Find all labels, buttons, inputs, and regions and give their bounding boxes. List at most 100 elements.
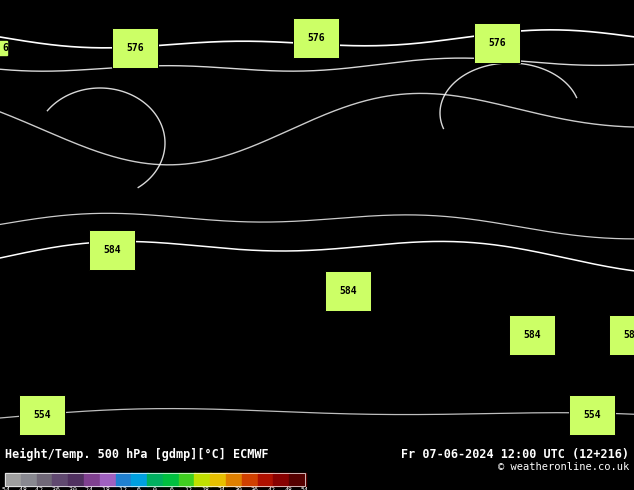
- Text: 9: 9: [535, 127, 538, 132]
- Text: 8: 8: [184, 52, 188, 57]
- Text: 9: 9: [379, 360, 382, 365]
- Text: 9: 9: [93, 75, 96, 80]
- Text: 9: 9: [418, 300, 422, 305]
- Text: 9: 9: [74, 218, 77, 222]
- Text: 9: 9: [561, 277, 564, 283]
- Text: 0: 0: [489, 413, 493, 417]
- Text: 1: 1: [249, 225, 252, 230]
- Text: 8: 8: [307, 375, 311, 380]
- Text: 0: 0: [100, 82, 103, 88]
- Text: +: +: [483, 82, 486, 88]
- Text: 9: 9: [158, 240, 162, 245]
- Text: 1: 1: [210, 263, 214, 268]
- Text: 9: 9: [184, 435, 188, 440]
- Text: +: +: [80, 188, 84, 193]
- Text: 0: 0: [515, 285, 519, 290]
- Text: 1: 1: [321, 383, 324, 388]
- Text: 8: 8: [178, 150, 181, 155]
- Text: 1: 1: [613, 352, 616, 358]
- Text: +: +: [327, 232, 330, 238]
- Text: 9: 9: [431, 7, 434, 13]
- Text: 0: 0: [503, 263, 506, 268]
- Text: 0: 0: [541, 135, 545, 140]
- Text: 9: 9: [275, 180, 278, 185]
- Text: 8: 8: [418, 68, 422, 73]
- Text: 0: 0: [529, 255, 532, 260]
- Text: 8: 8: [86, 0, 90, 5]
- Text: 9: 9: [171, 30, 174, 35]
- Text: 0: 0: [574, 188, 578, 193]
- Text: +: +: [106, 405, 110, 410]
- Text: +: +: [223, 375, 226, 380]
- Text: 9: 9: [613, 368, 616, 372]
- Text: 0: 0: [119, 390, 122, 395]
- Text: 9: 9: [112, 300, 116, 305]
- Text: 1: 1: [457, 240, 460, 245]
- Text: 9: 9: [197, 113, 200, 118]
- Text: +: +: [269, 120, 272, 125]
- Text: 0: 0: [515, 23, 519, 27]
- Text: 0: 0: [333, 45, 337, 50]
- Text: 0: 0: [281, 38, 285, 43]
- Text: 8: 8: [281, 300, 285, 305]
- Text: 0: 0: [301, 270, 304, 275]
- Text: 0: 0: [541, 82, 545, 88]
- Text: 9: 9: [106, 383, 110, 388]
- Text: 0: 0: [126, 293, 129, 297]
- Text: 9: 9: [385, 113, 389, 118]
- Text: 0: 0: [80, 15, 84, 20]
- Text: 8: 8: [483, 165, 486, 170]
- Text: 8: 8: [74, 82, 77, 88]
- Text: 0: 0: [54, 232, 58, 238]
- Text: 0: 0: [269, 255, 272, 260]
- Text: 1: 1: [340, 255, 344, 260]
- Text: 9: 9: [333, 405, 337, 410]
- Text: 8: 8: [190, 315, 194, 320]
- Text: 8: 8: [86, 60, 90, 65]
- Text: 0: 0: [8, 38, 12, 43]
- Text: 9: 9: [333, 225, 337, 230]
- Text: 8: 8: [112, 38, 116, 43]
- Text: 0: 0: [80, 300, 84, 305]
- Text: 1: 1: [145, 338, 148, 343]
- Text: 9: 9: [28, 345, 32, 350]
- Text: 9: 9: [418, 75, 422, 80]
- Text: 1: 1: [34, 30, 38, 35]
- Text: 9: 9: [106, 75, 110, 80]
- Text: +: +: [379, 157, 382, 163]
- Text: +: +: [93, 98, 96, 102]
- Text: 8: 8: [333, 105, 337, 110]
- Text: +: +: [425, 345, 428, 350]
- Text: 9: 9: [535, 397, 538, 402]
- Text: +: +: [522, 352, 526, 358]
- Text: 1: 1: [418, 165, 422, 170]
- Text: 8: 8: [619, 375, 623, 380]
- Text: +: +: [613, 7, 616, 13]
- Text: 1: 1: [340, 435, 344, 440]
- Text: 8: 8: [347, 338, 350, 343]
- Text: 8: 8: [93, 247, 96, 252]
- Text: 8: 8: [242, 210, 246, 215]
- Text: 9: 9: [223, 135, 226, 140]
- Text: 9: 9: [126, 68, 129, 73]
- Text: 9: 9: [425, 60, 428, 65]
- Text: +: +: [561, 180, 564, 185]
- Text: 8: 8: [184, 165, 188, 170]
- Text: 8: 8: [80, 113, 84, 118]
- Text: 9: 9: [529, 113, 532, 118]
- Text: 1: 1: [437, 60, 441, 65]
- Text: 1: 1: [145, 90, 148, 95]
- Text: +: +: [437, 308, 441, 313]
- Text: +: +: [470, 143, 474, 147]
- Text: 9: 9: [392, 330, 396, 335]
- Text: 9: 9: [184, 247, 188, 252]
- Text: 0: 0: [60, 7, 64, 13]
- Text: 1: 1: [373, 38, 376, 43]
- Text: 9: 9: [126, 225, 129, 230]
- Text: 8: 8: [48, 225, 51, 230]
- Text: 1: 1: [607, 360, 610, 365]
- Text: 9: 9: [347, 308, 350, 313]
- Text: 9: 9: [489, 247, 493, 252]
- Text: 0: 0: [535, 82, 538, 88]
- Text: 0: 0: [392, 180, 396, 185]
